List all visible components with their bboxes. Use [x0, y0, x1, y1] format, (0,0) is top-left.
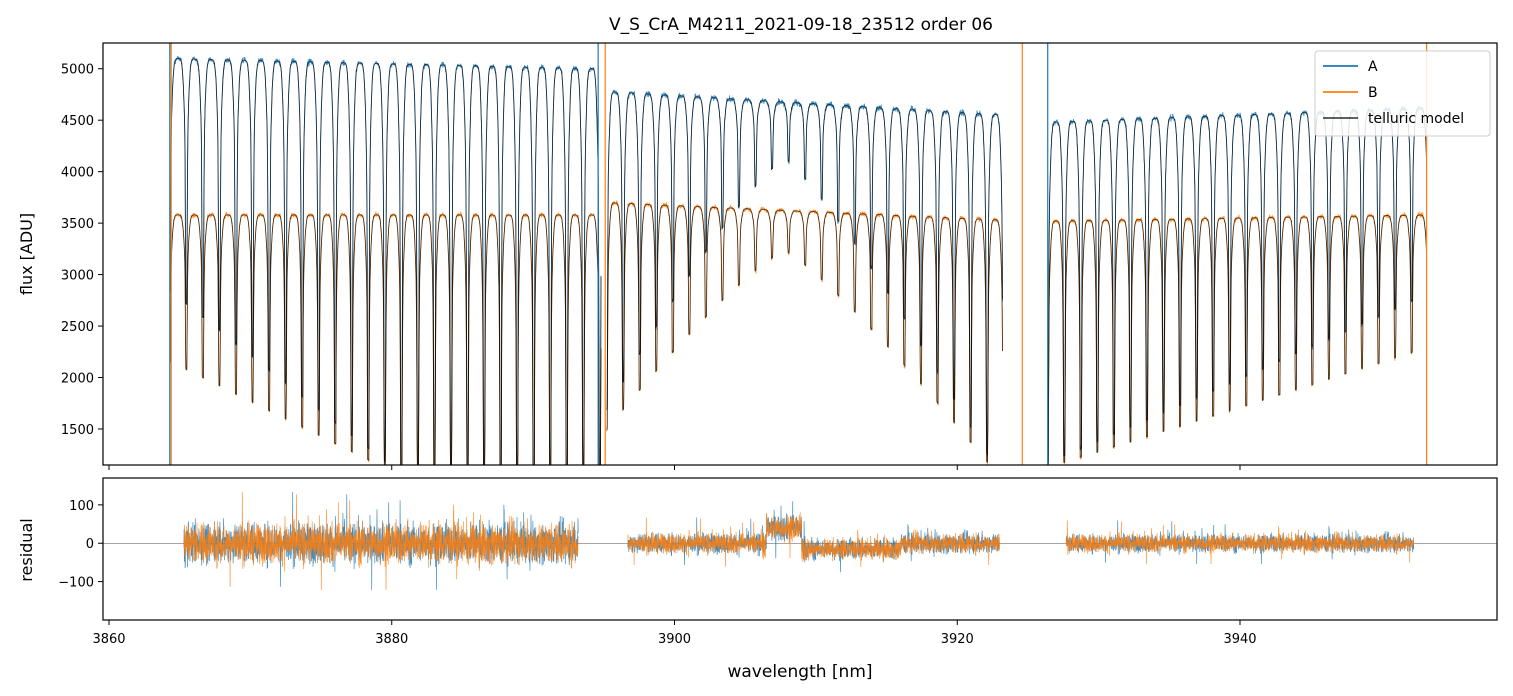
- bottom-x-tick-label: 3900: [658, 632, 691, 647]
- bottom-x-tick-label: 3860: [92, 632, 125, 647]
- bottom-y-tick-label: 0: [86, 537, 94, 552]
- bottom-y-axis: −100 0 100: [58, 499, 103, 591]
- top-y-tick-label: 3500: [61, 217, 94, 232]
- residual-a-line: [627, 501, 1000, 573]
- x-axis-label: wavelength [nm]: [727, 662, 872, 682]
- bottom-x-axis: 3860 3880 3900 3920 3940: [92, 620, 1257, 647]
- bottom-x-tick-label: 3880: [375, 632, 408, 647]
- series-b-line: [1047, 211, 1428, 465]
- top-y-tick-label: 2500: [61, 320, 94, 335]
- top-y-axis: 1500 2000 2500 3000 3500 4000 4500 5000: [61, 63, 103, 438]
- top-y-tick-label: 2000: [61, 372, 94, 387]
- chart-title: V_S_CrA_M4211_2021-09-18_23512 order 06: [609, 15, 993, 35]
- telluric-model-a-line: [606, 91, 1003, 457]
- top-y-axis-label: flux [ADU]: [17, 213, 36, 295]
- top-y-tick-label: 3000: [61, 269, 94, 284]
- series-a-line: [1047, 105, 1428, 465]
- bottom-x-tick-label: 3920: [941, 632, 974, 647]
- bottom-axes-frame: [102, 477, 1498, 621]
- bottom-y-tick-label: 100: [69, 499, 94, 514]
- bottom-plot-area: [103, 491, 1497, 591]
- residual-b-line: [1065, 520, 1415, 565]
- bottom-panel: −100 0 100 3860 3880 3900 3920 3940 residual w…: [17, 477, 1498, 682]
- telluric-model-b-line: [169, 214, 602, 465]
- top-y-tick-label: 4500: [61, 114, 94, 129]
- series-b-line: [606, 200, 1003, 465]
- bottom-y-tick-label: −100: [58, 576, 94, 591]
- legend-box: [1314, 50, 1491, 137]
- legend: A B telluric model: [1314, 50, 1491, 137]
- top-panel: 1500 2000 2500 3000 3500 4000 4500 5000 flux [A…: [17, 42, 1498, 470]
- top-axes-frame: [102, 42, 1498, 466]
- legend-label-b: B: [1368, 85, 1378, 101]
- residual-b-line: [627, 512, 1000, 568]
- series-a-line: [606, 89, 1003, 456]
- top-y-tick-label: 4000: [61, 166, 94, 181]
- top-y-tick-label: 1500: [61, 423, 94, 438]
- top-y-tick-label: 5000: [61, 63, 94, 78]
- legend-label-model: telluric model: [1368, 111, 1464, 127]
- top-x-ticks: [108, 465, 1241, 470]
- telluric-model-a-line: [1047, 107, 1427, 463]
- legend-label-a: A: [1368, 59, 1378, 75]
- telluric-model-b-line: [606, 202, 1003, 464]
- telluric-model-b-line: [1047, 214, 1427, 465]
- bottom-x-tick-label: 3940: [1223, 632, 1256, 647]
- bottom-y-axis-label: residual: [17, 518, 36, 581]
- top-plot-area: [169, 43, 1428, 465]
- residual-b-line: [183, 491, 579, 591]
